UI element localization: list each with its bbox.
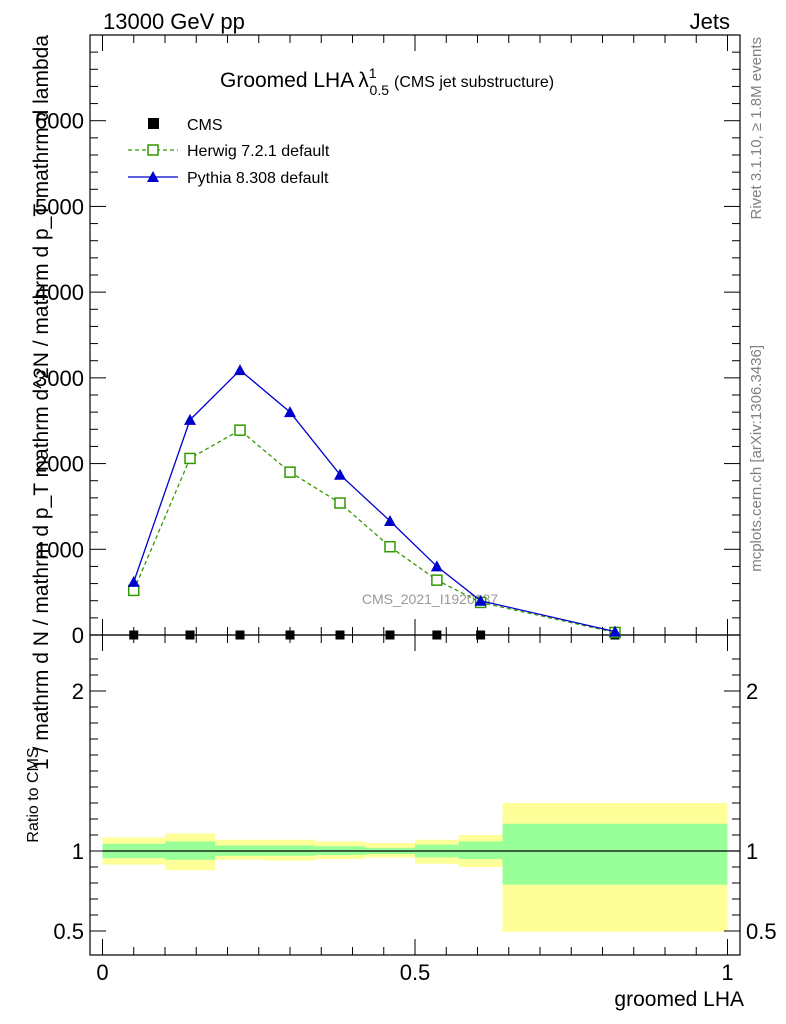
title-symbol: λ [358, 69, 369, 92]
title-note: (CMS jet substructure) [394, 74, 554, 91]
cms-point [235, 630, 245, 640]
pythia-point [334, 468, 346, 480]
pythia-point [384, 515, 396, 526]
legend-herwig-marker [147, 144, 159, 156]
main-y-tick-label: 2000 [35, 452, 84, 477]
herwig-point [284, 466, 296, 478]
legend-herwig-label: Herwig 7.2.1 default [187, 143, 330, 160]
x-axis-label: groomed LHA [614, 988, 744, 1011]
legend-cms-label: CMS [187, 117, 223, 134]
main-axis-ticks: 0 1000 2000 3000 4000 5000 6000 [35, 35, 740, 648]
main-title: Groomed LHA λ1 0.5 (CMS jet substructure) [220, 65, 554, 98]
cms-point [476, 630, 486, 640]
herwig-point [431, 574, 443, 586]
main-y-tick-label: 5000 [35, 194, 84, 219]
cms-point [185, 630, 195, 640]
cms-point [385, 630, 395, 640]
cms-point [432, 630, 442, 640]
title-sub: 0.5 [370, 82, 390, 98]
ratio-y-tick-label-right: 1 [746, 839, 758, 864]
herwig-point [184, 452, 196, 465]
rivet-version-text: Rivet 3.1.10, ≥ 1.8M events [748, 37, 765, 220]
ratio-y-axis-label: Ratio to CMS [25, 747, 42, 842]
pythia-point [474, 594, 487, 606]
pythia-point [284, 406, 296, 418]
series-layer [127, 364, 621, 640]
header-right: Jets [690, 9, 730, 34]
main-y-tick-label: 0 [72, 623, 84, 648]
pythia-point [127, 575, 140, 587]
ratio-band-inner-8 [502, 823, 728, 885]
legend-pythia-marker [147, 171, 159, 182]
pythia-point [609, 625, 621, 637]
analysis-watermark: CMS_2021_I1920187 [362, 591, 498, 607]
title-sup: 1 [369, 65, 377, 81]
ratio-y-tick-label-right: 0.5 [746, 919, 777, 944]
main-y-axis-label: 1 / mathrm d N / mathrm d p_T mathrm d^2… [30, 35, 53, 770]
main-y-tick-label: 4000 [35, 280, 84, 305]
ratio-y-tick-label: 1 [72, 839, 84, 864]
ratio-y-tick-label-right: 2 [746, 679, 758, 704]
herwig-point [334, 497, 346, 509]
main-y-tick-label: 6000 [35, 109, 84, 134]
pythia-point [184, 413, 196, 425]
legend: CMS Herwig 7.2.1 default Pythia 8.308 de… [128, 117, 330, 187]
herwig-point [128, 584, 140, 597]
legend-pythia-label: Pythia 8.308 default [187, 170, 329, 187]
pythia-point [234, 364, 246, 376]
ratio-band-inner-7 [458, 841, 503, 859]
cms-point [129, 630, 139, 640]
herwig-point [384, 540, 396, 553]
cms-point [285, 630, 295, 640]
x-tick-label: 1 [721, 960, 733, 985]
x-tick-label: 0 [96, 960, 108, 985]
main-y-tick-label: 1000 [35, 537, 84, 562]
header-left: 13000 GeV pp [103, 9, 245, 34]
ratio-y-tick-label: 0.5 [53, 919, 84, 944]
ratio-y-tick-label: 2 [72, 679, 84, 704]
ratio-axis-ticks: 0.5 0.5 1 1 2 2 0 0.5 1 [53, 635, 777, 985]
main-y-tick-label: 3000 [35, 366, 84, 391]
x-tick-label: 0.5 [400, 960, 431, 985]
mcplots-text: mcplots.cern.ch [arXiv:1306.3436] [748, 345, 765, 572]
ratio-bands [102, 803, 740, 932]
legend-cms-marker [148, 118, 159, 129]
herwig-point [234, 424, 246, 436]
cms-point [335, 630, 345, 640]
title-main-text: Groomed LHA [220, 69, 354, 92]
pythia-point [430, 560, 443, 572]
